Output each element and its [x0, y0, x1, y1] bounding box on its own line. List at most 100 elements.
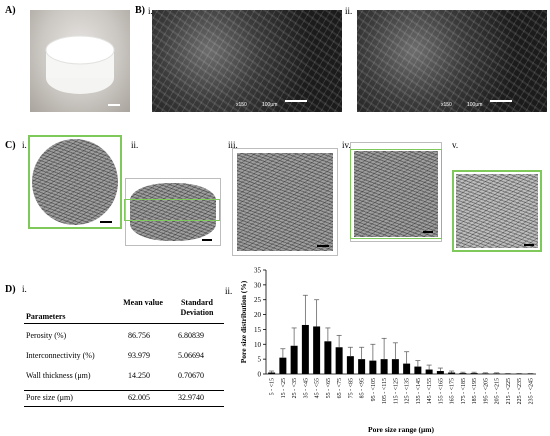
y-tick-label: 35 [254, 267, 262, 275]
bar [324, 341, 332, 374]
render-ii-cylinder [130, 183, 216, 241]
y-tick-label: 15 [254, 326, 262, 334]
y-tick-label: 0 [258, 371, 262, 379]
scaffold-photo [30, 10, 130, 112]
render-iv-frame [350, 142, 442, 242]
sem-scalebar-i [285, 100, 307, 102]
panel-d-label: D) [5, 284, 16, 295]
row-sd: 6.80839 [178, 331, 204, 340]
render-iii-cube [237, 153, 333, 251]
y-tick-label: 10 [254, 341, 262, 349]
row-param: Interconnectivity (%) [26, 351, 95, 360]
x-tick-label: 95 - <105 [371, 378, 377, 401]
bar [470, 373, 478, 374]
y-tick-label: 30 [254, 281, 262, 289]
table-rule-bottom [24, 406, 224, 407]
sem-mag-ii: x150 [441, 102, 452, 108]
panel-d-ii-label: ii. [225, 286, 233, 296]
panel-c-iii-label: iii. [228, 140, 238, 150]
header-sd: Standard Deviation [180, 298, 214, 317]
render-iv-volume [354, 151, 438, 237]
table-header: Parameters Mean value Standard Deviation [24, 298, 224, 322]
x-tick-label: 55 - <65 [326, 378, 332, 398]
bar [403, 363, 411, 374]
render-i-scalebar [100, 221, 112, 223]
bar [380, 359, 388, 374]
panel-b-label: B) [135, 5, 145, 16]
sem-scale-text-ii: 100μm [467, 102, 483, 108]
bar [481, 373, 489, 374]
row-param: Wall thickness (μm) [26, 371, 91, 380]
render-i-disc [32, 139, 118, 225]
y-tick-label: 25 [254, 296, 262, 304]
panel-c-ii-label: ii. [131, 140, 139, 150]
sem-image-i [152, 10, 342, 112]
bar [346, 356, 354, 374]
x-tick-label: 165 - <175 [450, 378, 456, 404]
x-tick-label: 155 - <165 [438, 378, 444, 404]
panel-a-label: A) [5, 5, 16, 16]
bar [436, 371, 444, 374]
render-v-slice [456, 174, 538, 248]
y-tick-label: 5 [258, 356, 262, 364]
render-iv-scalebar [423, 231, 433, 233]
panel-c-i-label: i. [22, 140, 27, 150]
x-tick-label: 15 - <25 [281, 378, 287, 398]
x-tick-label: 75 - <85 [348, 378, 354, 398]
bar [358, 359, 366, 374]
bar [391, 359, 399, 374]
row-mean: 62.005 [128, 393, 150, 402]
x-tick-label: 5 - <15 [270, 378, 276, 395]
row-sd: 5.06694 [178, 351, 204, 360]
x-tick-label: 185 - <195 [472, 378, 478, 404]
render-v-scalebar [524, 244, 534, 246]
x-tick-label: 65 - <75 [337, 378, 343, 398]
panel-b-i-label: i. [148, 6, 153, 16]
x-tick-label: 235 - <245 [528, 378, 534, 404]
row-sd: 32.9740 [178, 393, 204, 402]
x-tick-label: 85 - <95 [360, 378, 366, 398]
x-tick-label: 205 - <215 [495, 378, 501, 404]
x-tick-label: 35 - <45 [303, 378, 309, 398]
x-tick-label: 125 - <135 [405, 378, 411, 404]
pore-size-chart: 0 5 10 15 20 25 30 35 Pore size distribution (%)… [239, 267, 536, 434]
x-tick-label: 135 - <145 [416, 378, 422, 404]
row-mean: 14.250 [128, 371, 150, 380]
render-ii-frame [124, 178, 221, 246]
sem-mag-i: x150 [236, 102, 247, 108]
x-tick-label: 195 - <205 [483, 378, 489, 404]
x-tick-label: 25 - <35 [292, 378, 298, 398]
x-tick-label: 175 - <185 [461, 378, 467, 404]
table-rule-mid [24, 390, 224, 391]
bar [279, 357, 287, 374]
bar [425, 369, 433, 374]
sem-scale-text-i: 100μm [262, 102, 278, 108]
sem-image-ii [357, 10, 547, 112]
bar [369, 360, 377, 374]
bar [335, 347, 343, 374]
row-mean: 86.756 [128, 331, 150, 340]
bar [459, 373, 467, 374]
bar [493, 373, 501, 374]
sem-scalebar-ii [490, 100, 512, 102]
x-tick-label: 145 - <155 [427, 378, 433, 404]
render-v-frame [452, 170, 542, 252]
panel-c-v-label: v. [452, 140, 459, 150]
bar [448, 372, 456, 374]
render-ii-scalebar [202, 239, 212, 241]
render-iv-box [350, 149, 442, 239]
bar [313, 326, 321, 374]
row-param: Perosity (%) [26, 331, 67, 340]
panel-d-i-label: i. [22, 284, 27, 294]
bar [268, 372, 276, 374]
panel-c-label: C) [5, 140, 16, 151]
y-axis-label: Pore size distribution (%) [239, 280, 248, 363]
bar [301, 324, 309, 374]
bar [414, 366, 422, 374]
x-axis-label: Pore size range (μm) [368, 425, 434, 434]
row-mean: 93.979 [128, 351, 150, 360]
header-mean: Mean value [123, 298, 163, 307]
x-tick-label: 215 - <225 [506, 378, 512, 404]
render-ii-slice [124, 199, 220, 221]
header-parameters: Parameters [26, 312, 66, 321]
